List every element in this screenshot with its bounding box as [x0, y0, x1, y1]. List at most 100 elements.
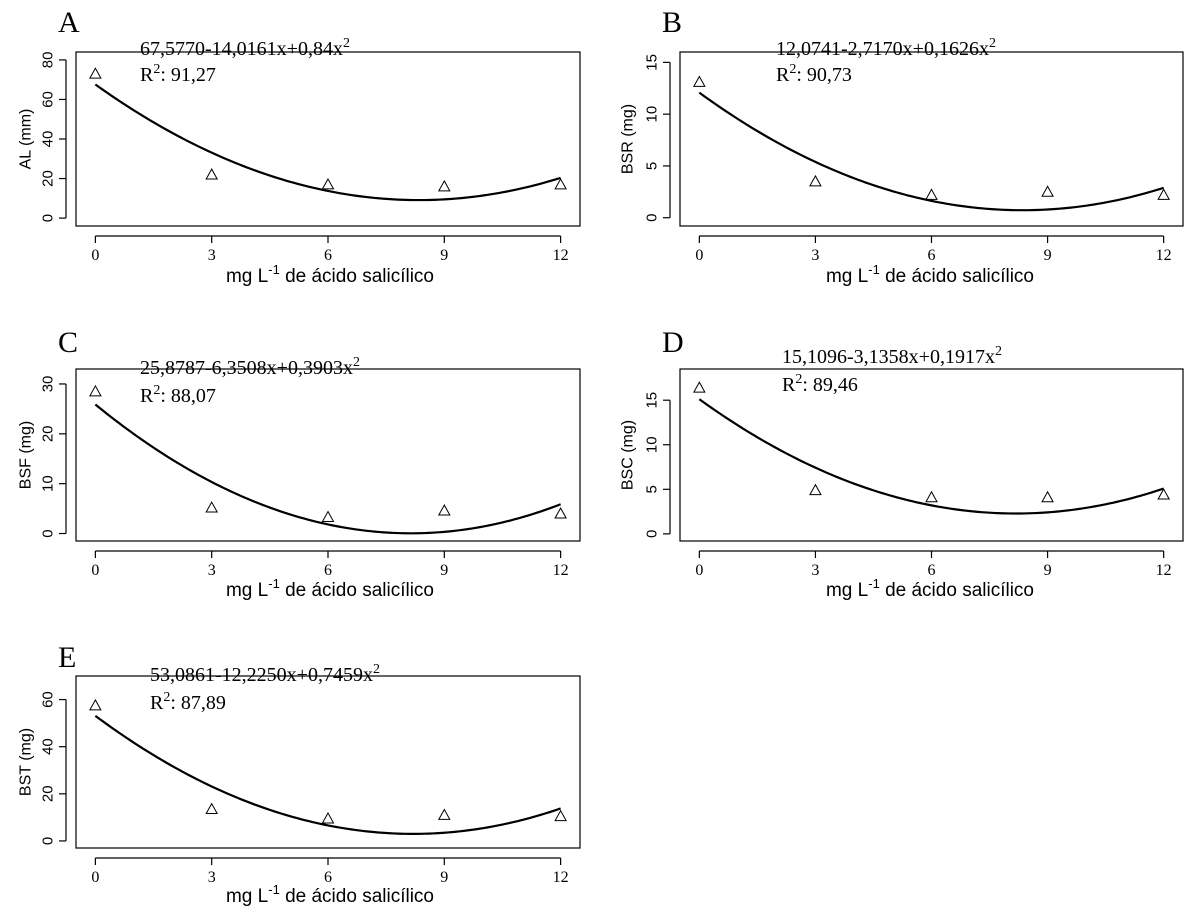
x-axis-label-e: mg L-1 de ácido salicílico: [226, 882, 434, 907]
y-tick-label: 60: [40, 691, 57, 708]
y-tick-label: 0: [40, 529, 57, 537]
x-tick-label: 6: [324, 562, 332, 579]
data-point: [692, 381, 706, 393]
x-tick-label: 9: [440, 247, 448, 264]
x-tick-label: 3: [208, 562, 216, 579]
r-squared-c: R2: 88,07: [140, 383, 216, 407]
x-axis-label-a: mg L-1 de ácido salicílico: [226, 262, 434, 287]
panel-letter-b: B: [662, 6, 682, 39]
x-tick-label: 3: [208, 247, 216, 264]
data-point: [925, 490, 938, 503]
data-point: [437, 504, 451, 516]
x-tick-label: 0: [695, 247, 703, 264]
data-point: [1157, 488, 1171, 500]
regression-equation-e: 53,0861-12,2250x+0,7459x2: [150, 662, 380, 686]
data-point: [925, 188, 938, 200]
x-tick-label: 3: [208, 869, 216, 886]
y-tick-label: 0: [40, 837, 57, 845]
x-tick-label: 0: [91, 869, 99, 886]
y-tick-label: 40: [40, 131, 57, 148]
data-point: [89, 384, 102, 397]
y-tick-label: 20: [40, 425, 57, 442]
data-point: [692, 75, 706, 87]
fit-curve-c: [94, 403, 562, 535]
y-tick-label: 30: [40, 376, 57, 393]
y-axis-label-e: BST (mg): [18, 728, 35, 796]
y-tick-label: 20: [40, 170, 57, 187]
panel-letter-a: A: [58, 6, 80, 39]
plot-area-c: [75, 368, 581, 542]
y-tick-label: 0: [644, 214, 661, 222]
x-tick-label: 3: [811, 247, 819, 264]
r-squared-e: R2: 87,89: [150, 690, 226, 714]
x-tick-label: 6: [928, 562, 936, 579]
data-point: [321, 510, 335, 522]
data-point: [437, 179, 451, 192]
y-tick-label: 10: [40, 475, 57, 492]
x-tick-label: 9: [440, 869, 448, 886]
data-point: [89, 698, 102, 711]
y-tick-label: 0: [40, 214, 57, 222]
data-point: [321, 177, 335, 190]
r-squared-d: R2: 89,46: [782, 372, 858, 396]
x-tick-label: 12: [553, 869, 569, 886]
regression-equation-b: 12,0741-2,7170x+0,1626x2: [776, 36, 996, 60]
x-tick-label: 9: [1044, 247, 1052, 264]
data-point: [554, 177, 567, 190]
regression-equation-d: 15,1096-3,1358x+0,1917x2: [782, 344, 1002, 368]
y-tick-label: 15: [644, 54, 661, 71]
x-axis-label-d: mg L-1 de ácido salicílico: [826, 576, 1034, 601]
y-axis-label-c: BSF (mg): [18, 421, 35, 489]
fit-curve-a: [94, 83, 561, 202]
x-tick-label: 12: [1156, 562, 1172, 579]
y-tick-label: 10: [644, 106, 661, 123]
x-tick-label: 6: [324, 869, 332, 886]
x-tick-label: 6: [324, 247, 332, 264]
x-tick-label: 6: [928, 247, 936, 264]
data-point: [437, 808, 451, 820]
panel-d: 0 3 6 9 12 0 5 10 15 D 15,1096-3,1358x+0,1917x2 R2:…: [620, 326, 1184, 601]
panel-letter-e: E: [58, 641, 76, 674]
fit-curve-d: [698, 398, 1164, 515]
x-tick-label: 9: [1044, 562, 1052, 579]
data-point: [554, 507, 567, 519]
panel-letter-c: C: [58, 326, 78, 359]
panel-b: 0 3 6 9 12 0 5 10 15B 12,0741-2,7170x+0,1626x2R2:…: [620, 6, 1184, 287]
data-point: [321, 812, 335, 824]
plot-area-e: [75, 675, 581, 849]
y-axis-label-b: BSR (mg): [620, 104, 637, 174]
panel-e: 0 3 6 9 12 0 20 40 60E 53,0861-12,2250x+0,7459x2 R…: [18, 641, 581, 907]
panel-letter-d: D: [662, 326, 684, 359]
y-tick-label: 20: [40, 785, 57, 802]
y-tick-label: 60: [40, 91, 57, 108]
plot-area-b: [679, 51, 1184, 227]
regression-equation-c: 25,8787-6,3508x+0,3903x2: [140, 355, 360, 379]
y-tick-label: 15: [644, 392, 661, 409]
data-point: [1041, 185, 1054, 197]
x-tick-label: 0: [695, 562, 703, 579]
x-tick-label: 3: [811, 562, 819, 579]
y-axis-label-d: BSC (mg): [620, 420, 637, 490]
data-point: [1041, 490, 1054, 503]
r-squared-b: R2: 90,73: [776, 62, 852, 86]
x-tick-label: 0: [91, 247, 99, 264]
data-point: [205, 168, 219, 180]
x-tick-label: 12: [553, 562, 569, 579]
r-squared-a: R2: 91,27: [140, 62, 216, 86]
plot-area-d: [679, 368, 1184, 542]
data-point: [554, 809, 567, 822]
y-tick-label: 10: [644, 436, 661, 453]
data-point: [809, 174, 822, 187]
y-tick-label: 5: [644, 162, 661, 170]
x-axis-label-b: mg L-1 de ácido salicílico: [826, 262, 1034, 287]
y-tick-label: 5: [644, 485, 661, 493]
data-point: [1157, 188, 1171, 200]
y-tick-label: 0: [644, 530, 661, 538]
data-point: [205, 802, 219, 815]
x-tick-label: 9: [440, 562, 448, 579]
panel-a: 0 3 6 9 12 0 20 40 60 80A 67,5770-14,0161x+0,84x2R…: [18, 6, 581, 287]
plot-area-a: [75, 51, 581, 227]
y-tick-label: 80: [40, 52, 57, 69]
x-axis-label-c: mg L-1 de ácido salicílico: [226, 576, 434, 601]
